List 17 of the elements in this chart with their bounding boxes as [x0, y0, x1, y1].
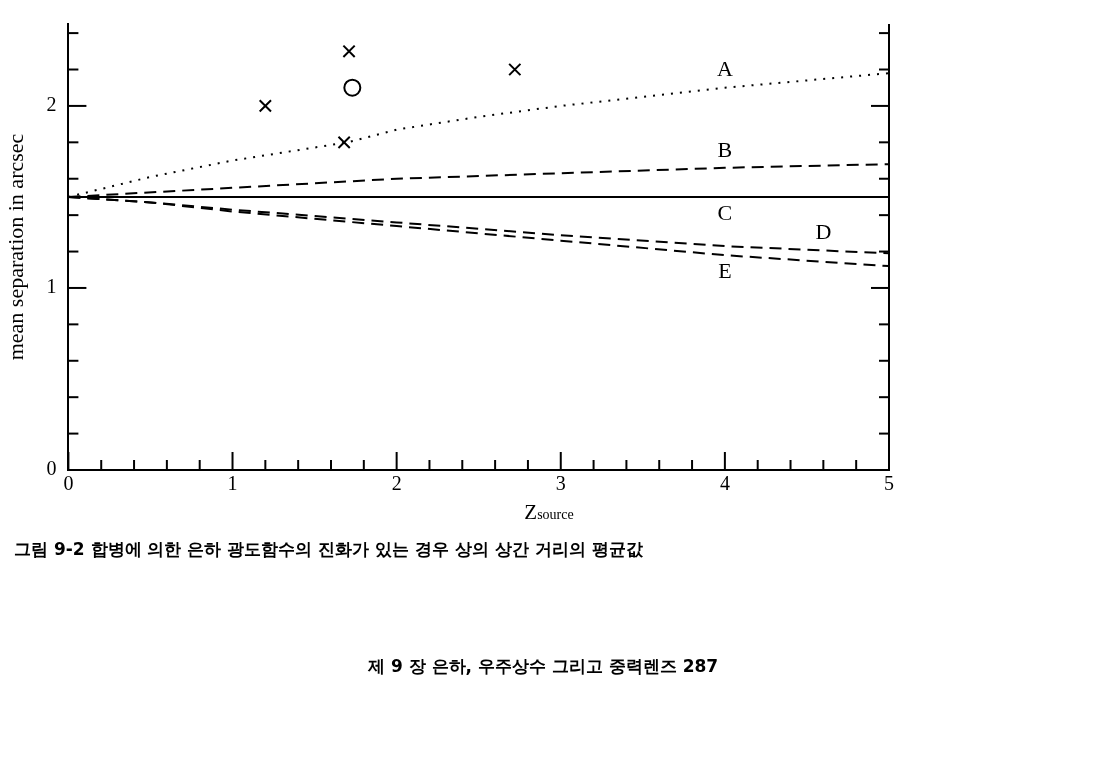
series-label: B	[717, 136, 733, 162]
x-tick-label: 0	[63, 472, 74, 495]
x-tick-label: 1	[227, 472, 238, 495]
y-tick-label: 1	[46, 275, 57, 298]
series-label: C	[717, 199, 733, 225]
caption: 그림 9-2 합병에 의한 은하 광도함수의 진화가 있는 경우 상의 상간 거리의 평균값	[14, 538, 643, 561]
series-label: A	[716, 56, 733, 82]
text: 제 9 장 은하, 우주상수 그리고 중력렌즈 287	[368, 655, 719, 678]
x-tick-label: 3	[555, 472, 566, 495]
x-tick-label: 4	[719, 472, 730, 495]
series-label: D	[815, 219, 832, 245]
series-label: E	[718, 257, 732, 283]
x-tick-label: 2	[391, 472, 402, 495]
y-tick-label: 2	[46, 93, 57, 116]
y-axis-title: mean separation in arcsec	[2, 133, 28, 361]
y-tick-label: 0	[46, 457, 57, 480]
x-tick-label: 5	[884, 472, 894, 495]
